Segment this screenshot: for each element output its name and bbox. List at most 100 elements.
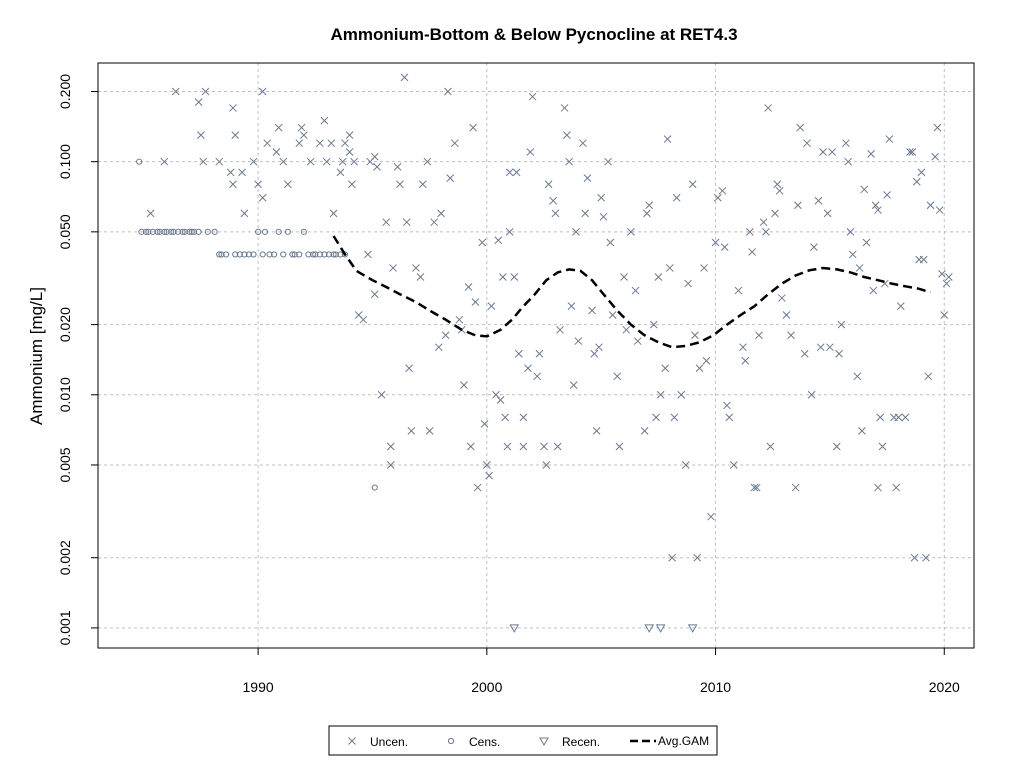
legend-items: Uncen. Cens. Recen. Avg.GAM [348, 734, 709, 749]
data-point [370, 152, 379, 161]
legend-box [328, 725, 718, 756]
data-point [867, 150, 875, 158]
data-point [471, 298, 480, 306]
data-point [338, 157, 347, 166]
data-point [842, 139, 850, 148]
data-point [337, 251, 344, 258]
data-point [803, 139, 811, 148]
data-point [942, 279, 951, 288]
data-point [599, 212, 608, 221]
data-point [583, 174, 592, 182]
data-point [437, 209, 445, 218]
data-point [236, 251, 243, 258]
data-point [377, 390, 386, 399]
data-point [691, 331, 699, 340]
data-point [297, 123, 306, 132]
data-point [325, 251, 333, 258]
data-point [631, 286, 640, 295]
data-point [540, 442, 548, 451]
data-point [316, 139, 324, 148]
data-point [275, 228, 282, 235]
data-point [296, 251, 303, 258]
data-point [567, 302, 576, 311]
data-point [505, 227, 514, 236]
data-point [400, 73, 409, 82]
data-point [320, 116, 329, 125]
data-point [434, 343, 443, 352]
data-point [226, 168, 235, 177]
y-axis-label: Ammonium [mg/L] [27, 287, 46, 425]
data-point [284, 228, 291, 235]
data-point [291, 251, 298, 258]
data-point [926, 201, 935, 210]
data-point [430, 218, 439, 227]
data-point [919, 255, 928, 264]
data-point [533, 372, 541, 381]
data-point [154, 228, 161, 235]
data-point [341, 251, 349, 258]
data-point [482, 461, 491, 469]
y-tick-label: 0.200 [57, 74, 73, 109]
data-point [574, 337, 583, 345]
data-point [501, 413, 509, 422]
data-point [606, 238, 615, 247]
data-point [478, 238, 487, 247]
data-point [874, 483, 882, 492]
data-point [188, 228, 195, 235]
data-point [620, 273, 628, 281]
data-point [938, 270, 946, 278]
data-point [556, 325, 564, 334]
data-point [300, 228, 307, 235]
data-point [416, 273, 425, 281]
data-point [810, 243, 818, 251]
data-point [773, 180, 782, 189]
data-point [640, 427, 649, 435]
data-point [826, 343, 834, 352]
data-point [595, 343, 603, 352]
y-tick-label: 0.050 [57, 214, 73, 249]
data-point [912, 177, 921, 186]
data-point [615, 442, 624, 451]
data-point [656, 390, 665, 399]
data-point [441, 331, 450, 340]
data-point [405, 364, 413, 373]
data-point [190, 228, 198, 235]
data-point [860, 185, 869, 194]
data-point [510, 273, 519, 281]
data-point [814, 196, 823, 205]
data-point [688, 180, 697, 189]
data-point [908, 148, 917, 156]
data-point [464, 283, 473, 291]
data-point [418, 180, 427, 189]
data-point [271, 251, 278, 258]
data-point [739, 343, 747, 352]
data-point [460, 381, 468, 389]
data-point [729, 461, 738, 469]
data-point [718, 186, 727, 195]
data-point [145, 228, 152, 235]
data-point [734, 286, 743, 295]
data-point [494, 236, 503, 245]
data-point [329, 209, 338, 218]
data-point [855, 264, 864, 272]
data-point [512, 168, 521, 177]
data-point [215, 157, 224, 166]
data-point [901, 413, 910, 422]
data-point [266, 251, 273, 258]
data-point [649, 320, 658, 329]
data-point [933, 123, 942, 132]
data-point [627, 227, 635, 236]
data-point [878, 442, 887, 451]
data-point [336, 168, 345, 177]
y-tick-label: 0.010 [57, 377, 73, 412]
data-point [579, 139, 587, 148]
data-point [496, 396, 505, 404]
data-point [828, 148, 837, 156]
data-point [254, 180, 262, 189]
data-point [240, 209, 249, 218]
y-tick-label: 0.002 [57, 540, 73, 575]
data-point [407, 427, 416, 435]
data-point [402, 218, 411, 227]
data-point [161, 228, 168, 235]
